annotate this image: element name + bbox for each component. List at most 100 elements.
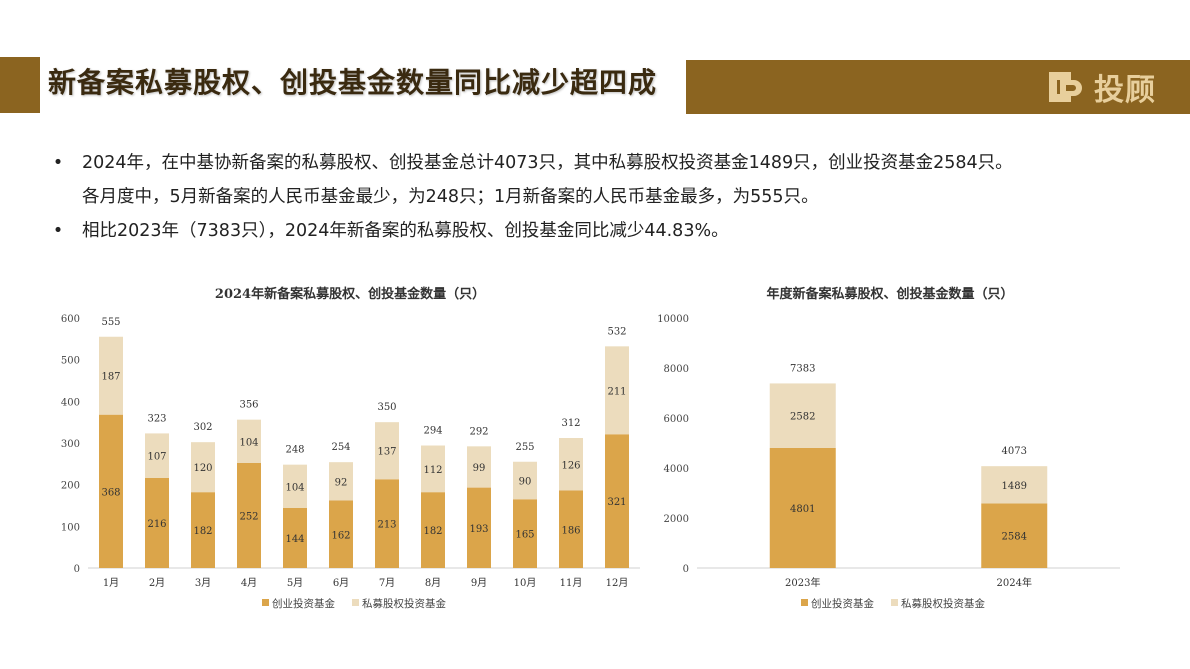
bar-segment — [329, 462, 353, 501]
x-tick-label: 7月 — [379, 577, 395, 589]
y-tick-label: 600 — [61, 314, 80, 325]
page-title: 新备案私募股权、创投基金数量同比减少超四成 — [48, 66, 658, 99]
total-label: 555 — [101, 317, 120, 328]
total-label: 4073 — [1002, 446, 1027, 457]
bar-segment — [329, 500, 353, 568]
x-tick-label: 2月 — [149, 577, 165, 589]
bar-segment — [769, 383, 836, 448]
bullet-item: • 相比2023年（7383只），2024年新备案的私募股权、创投基金同比减少4… — [52, 214, 1162, 248]
bar-segment — [99, 336, 123, 415]
bar-segment — [981, 503, 1048, 568]
legend-swatch — [262, 599, 269, 606]
total-label: 532 — [607, 326, 626, 337]
x-tick-label: 6月 — [333, 577, 349, 589]
bar-segment — [981, 466, 1048, 504]
bar-segment — [99, 414, 123, 568]
bullet-item: • 2024年，在中基协新备案的私募股权、创投基金总计4073只，其中私募股权投… — [52, 146, 1162, 214]
bar-segment — [421, 492, 445, 568]
bar-segment — [237, 463, 261, 568]
y-tick-label: 10000 — [657, 314, 689, 325]
title-accent-bar — [0, 57, 40, 113]
total-label: 312 — [561, 418, 580, 429]
legend-label: 创业投资基金 — [811, 597, 874, 610]
bar-segment — [237, 419, 261, 463]
data-label: 2582 — [790, 412, 815, 423]
bar-segment — [513, 461, 537, 500]
data-label: 321 — [607, 497, 626, 508]
total-label: 323 — [147, 413, 166, 424]
header-brand-bar: 投顾 — [686, 60, 1190, 114]
data-label: 92 — [335, 477, 348, 488]
data-label: 182 — [193, 526, 212, 537]
bar-segment — [283, 508, 307, 568]
legend-label: 创业投资基金 — [272, 597, 335, 610]
dp-logo-icon — [1049, 72, 1082, 102]
total-label: 350 — [377, 402, 396, 413]
y-tick-label: 500 — [61, 356, 80, 367]
bar-segment — [145, 478, 169, 568]
y-tick-label: 300 — [61, 439, 80, 450]
bar-segment — [467, 446, 491, 488]
y-tick-label: 0 — [683, 564, 689, 575]
x-tick-label: 1月 — [103, 577, 119, 589]
total-label: 302 — [193, 422, 212, 433]
data-label: 126 — [561, 460, 580, 471]
data-label: 1489 — [1002, 481, 1027, 492]
data-label: 120 — [193, 463, 212, 474]
bar-segment — [605, 346, 629, 435]
total-label: 292 — [469, 426, 488, 437]
total-label: 254 — [331, 442, 350, 453]
total-label: 255 — [515, 442, 534, 453]
data-label: 252 — [239, 512, 258, 523]
bar-segment — [769, 447, 836, 568]
bar-segment — [605, 434, 629, 568]
legend-swatch — [352, 599, 359, 606]
data-label: 211 — [607, 386, 626, 397]
x-tick-label: 9月 — [471, 577, 487, 589]
data-label: 104 — [285, 482, 304, 493]
data-label: 213 — [377, 520, 396, 531]
bar-segment — [559, 490, 583, 568]
total-label: 356 — [239, 400, 258, 411]
data-label: 187 — [101, 372, 120, 383]
x-tick-label: 5月 — [287, 577, 303, 589]
data-label: 99 — [473, 463, 486, 474]
total-label: 248 — [285, 445, 304, 456]
x-tick-label: 2023年 — [785, 576, 820, 589]
y-tick-label: 200 — [61, 481, 80, 492]
bar-segment — [513, 499, 537, 568]
bar-segment — [421, 445, 445, 493]
bar-segment — [191, 442, 215, 493]
total-label: 294 — [423, 426, 442, 437]
data-label: 107 — [147, 452, 166, 463]
data-label: 2584 — [1002, 532, 1027, 543]
y-tick-label: 100 — [61, 522, 80, 533]
data-label: 162 — [331, 530, 350, 541]
x-tick-label: 11月 — [560, 577, 583, 589]
legend-label: 私募股权投资基金 — [901, 597, 985, 610]
y-tick-label: 4000 — [664, 464, 689, 475]
x-tick-label: 3月 — [195, 577, 211, 589]
data-label: 104 — [239, 437, 258, 448]
legend-label: 私募股权投资基金 — [362, 597, 446, 610]
bar-segment — [467, 487, 491, 568]
chart-title: 2024年新备案私募股权、创投基金数量（只） — [215, 286, 485, 302]
bullet-text-line: 各月度中，5月新备案的人民币基金最少，为248只；1月新备案的人民币基金最多，为… — [82, 187, 819, 207]
bar-segment — [375, 479, 399, 568]
brand-logo: 投顾 — [1046, 66, 1156, 108]
summary-bullets: • 2024年，在中基协新备案的私募股权、创投基金总计4073只，其中私募股权投… — [52, 146, 1162, 248]
y-tick-label: 400 — [61, 397, 80, 408]
x-tick-label: 10月 — [514, 577, 537, 589]
bullet-text-line: 2024年，在中基协新备案的私募股权、创投基金总计4073只，其中私募股权投资基… — [82, 153, 1013, 173]
data-label: 368 — [101, 487, 120, 498]
data-label: 137 — [377, 447, 396, 458]
data-label: 144 — [285, 534, 304, 545]
bar-segment — [283, 464, 307, 508]
data-label: 182 — [423, 526, 442, 537]
data-label: 165 — [515, 530, 534, 541]
x-tick-label: 2024年 — [997, 576, 1032, 589]
chart-title: 年度新备案私募股权、创投基金数量（只） — [766, 286, 1013, 302]
data-label: 193 — [469, 524, 488, 535]
legend-swatch — [801, 599, 808, 606]
